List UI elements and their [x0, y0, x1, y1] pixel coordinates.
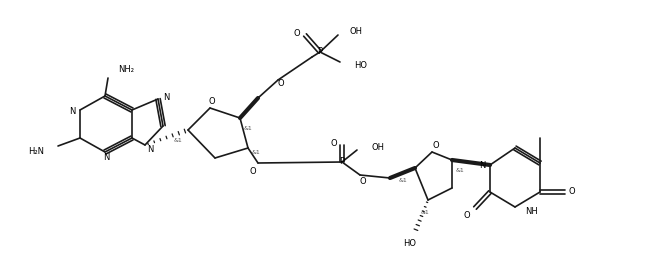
Text: N: N	[479, 161, 485, 170]
Text: &1: &1	[174, 139, 182, 144]
Text: N: N	[147, 144, 153, 153]
Text: O: O	[433, 142, 440, 151]
Text: O: O	[568, 188, 575, 197]
Text: O: O	[294, 29, 301, 38]
Text: O: O	[331, 139, 337, 148]
Text: NH: NH	[525, 206, 538, 215]
Text: NH₂: NH₂	[118, 65, 134, 74]
Text: &1: &1	[252, 151, 261, 156]
Text: &1: &1	[421, 210, 430, 214]
Text: HO: HO	[354, 60, 367, 69]
Text: OH: OH	[350, 26, 363, 36]
Text: HO: HO	[403, 238, 417, 248]
Text: H₂N: H₂N	[28, 147, 44, 156]
Text: &1: &1	[399, 178, 407, 183]
Text: O: O	[208, 96, 215, 105]
Text: P: P	[339, 157, 345, 166]
Text: O: O	[464, 211, 470, 220]
Text: P: P	[317, 47, 323, 56]
Text: O: O	[359, 178, 366, 187]
Text: O: O	[278, 80, 285, 89]
Text: N: N	[163, 92, 169, 101]
Text: O: O	[250, 166, 257, 175]
Text: &1: &1	[244, 126, 253, 130]
Text: N: N	[69, 107, 75, 116]
Text: N: N	[103, 153, 109, 162]
Text: OH: OH	[371, 143, 384, 152]
Text: &1: &1	[456, 167, 464, 173]
